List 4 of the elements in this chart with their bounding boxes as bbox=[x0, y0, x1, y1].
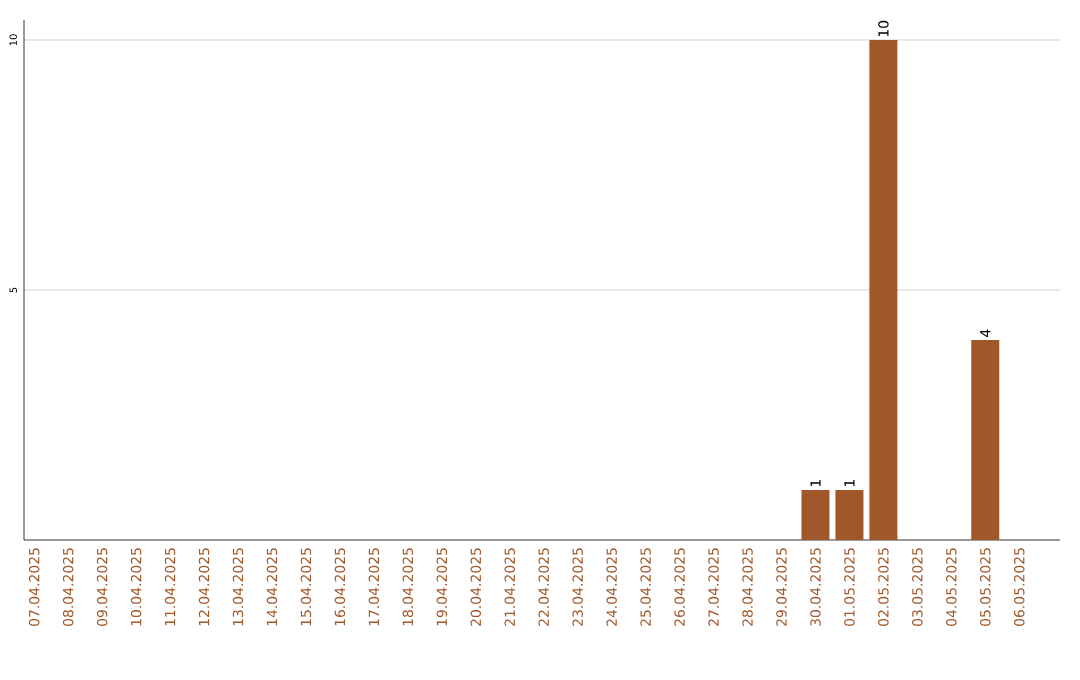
bar bbox=[971, 339, 1000, 540]
bar bbox=[869, 39, 898, 540]
bar bbox=[801, 490, 830, 540]
bar bbox=[835, 490, 864, 540]
